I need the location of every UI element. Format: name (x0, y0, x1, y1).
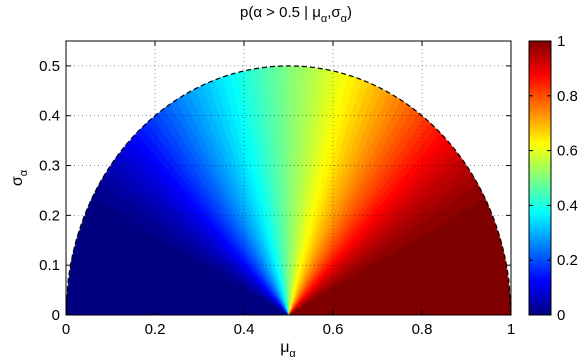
domain-boundary-dashed (65, 65, 512, 316)
x-tick-label: 0.4 (234, 321, 255, 338)
heatmap-image (66, 41, 511, 315)
colorbar (528, 40, 552, 316)
colorbar-tick-label: 1 (557, 33, 565, 50)
colorbar-ticks: 0 0.2 0.4 0.6 0.8 1 (529, 33, 578, 324)
y-axis-label: σα (9, 169, 30, 186)
colorbar-tick-label: 0.4 (557, 197, 578, 214)
plot-frame (65, 40, 512, 316)
x-tick-label: 0.2 (145, 321, 166, 338)
title-part-sep: ,σ (327, 4, 341, 21)
colorbar-tick-label: 0 (557, 307, 565, 324)
chart-title: p(α > 0.5 | μα,σα) (240, 4, 352, 25)
y-tick-label: 0.4 (39, 108, 60, 125)
x-tick-label: 0 (62, 321, 70, 338)
x-axis-label-main: μ (280, 339, 289, 356)
title-sub-2: α (341, 13, 348, 25)
y-axis-ticks: 0 0.1 0.2 0.3 0.4 0.5 (39, 58, 511, 324)
x-tick-label: 1 (507, 321, 515, 338)
colorbar-tick-label: 0.6 (557, 143, 578, 160)
title-part-end: ) (347, 4, 352, 21)
y-tick-label: 0.5 (39, 58, 60, 75)
y-axis-label-sub: α (18, 169, 30, 176)
x-tick-label: 0.6 (323, 321, 344, 338)
title-sub-1: α (321, 13, 328, 25)
y-tick-label: 0.3 (39, 158, 60, 175)
x-axis-ticks: 0 0.2 0.4 0.6 0.8 1 (62, 41, 515, 338)
y-axis-label-main: σ (9, 176, 26, 186)
y-tick-label: 0.1 (39, 257, 60, 274)
x-axis-label: μα (280, 339, 296, 360)
title-part-main: p(α > 0.5 | μ (240, 4, 321, 21)
x-axis-label-sub: α (289, 348, 296, 360)
colorbar-tick-label: 0.2 (557, 252, 578, 269)
y-tick-label: 0 (52, 307, 60, 324)
y-tick-label: 0.2 (39, 207, 60, 224)
x-tick-label: 0.8 (412, 321, 433, 338)
colorbar-tick-label: 0.8 (557, 88, 578, 105)
grid-lines (66, 41, 511, 315)
